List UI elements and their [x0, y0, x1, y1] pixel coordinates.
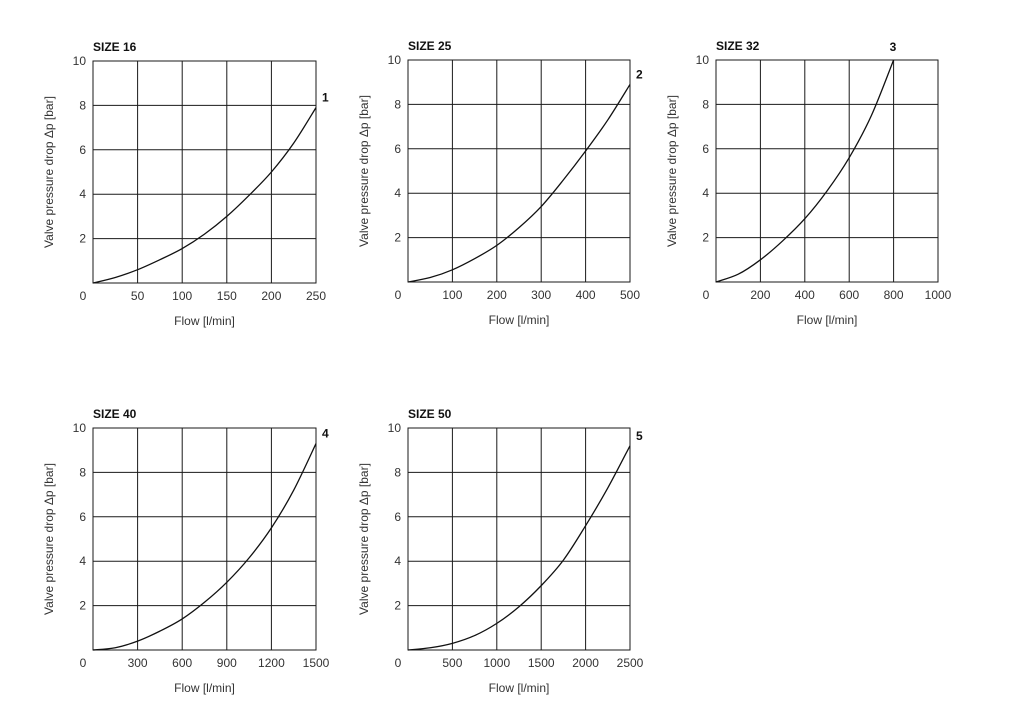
curve-label: 4 [322, 427, 329, 441]
y-tick-label: 2 [394, 231, 401, 245]
curve-label: 1 [322, 91, 329, 105]
chart-2: SIZE 25 0 100 200 300 400 500 2 4 6 8 10 Flow [l/min… [357, 39, 643, 327]
y-axis-label: Valve pressure drop Δp [bar] [665, 95, 679, 247]
x-tick-label: 900 [217, 656, 237, 670]
chart-1: SIZE 16 0 50 100 150 200 250 2 4 6 8 10 Flow [l/min]… [42, 40, 329, 328]
plot-frame [92, 427, 317, 651]
series-line-3 [715, 59, 895, 283]
y-tick-label: 6 [79, 510, 86, 524]
y-tick-label: 8 [394, 97, 401, 111]
y-tick-label: 4 [394, 186, 401, 200]
y-tick-label: 2 [79, 232, 86, 246]
x-tick-label: 100 [442, 288, 462, 302]
x-tick-label: 100 [172, 289, 192, 303]
chart-title: SIZE 32 [716, 39, 760, 53]
x-tick-label: 600 [839, 288, 859, 302]
x-tick-label: 500 [620, 288, 640, 302]
y-tick-label: 6 [79, 143, 86, 157]
y-tick-label: 10 [388, 53, 402, 67]
plot-frame [407, 427, 631, 651]
x-tick-label: 300 [531, 288, 551, 302]
y-tick-label: 2 [702, 231, 709, 245]
series-line-5 [407, 445, 631, 651]
y-axis-label: Valve pressure drop Δp [bar] [357, 95, 371, 247]
x-tick-label: 500 [442, 656, 462, 670]
y-tick-label: 2 [79, 599, 86, 613]
x-tick-label: 1500 [528, 656, 555, 670]
y-tick-label: 8 [79, 98, 86, 112]
y-tick-label: 10 [73, 421, 87, 435]
x-tick-label: 0 [395, 656, 402, 670]
plot-frame [407, 59, 631, 283]
chart-title: SIZE 16 [93, 40, 137, 54]
y-tick-label: 4 [394, 554, 401, 568]
y-tick-label: 8 [702, 97, 709, 111]
x-tick-label: 50 [131, 289, 145, 303]
x-tick-label: 0 [703, 288, 710, 302]
x-tick-label: 800 [884, 288, 904, 302]
x-tick-label: 1200 [258, 656, 285, 670]
x-tick-label: 200 [261, 289, 281, 303]
chart-title: SIZE 25 [408, 39, 452, 53]
x-tick-label: 300 [128, 656, 148, 670]
y-tick-label: 4 [79, 187, 86, 201]
y-tick-label: 2 [394, 599, 401, 613]
x-tick-label: 600 [172, 656, 192, 670]
x-axis-label: Flow [l/min] [174, 681, 235, 695]
series-line-2 [407, 84, 631, 283]
curve-label: 5 [636, 429, 643, 443]
x-tick-label: 1500 [303, 656, 330, 670]
x-tick-label: 200 [750, 288, 770, 302]
chart-5: SIZE 50 0 500 1000 1500 2000 2500 2 4 6 8 10 Flow [l… [357, 407, 644, 695]
x-tick-label: 2500 [617, 656, 644, 670]
chart-3: SIZE 32 0 200 400 600 800 1000 2 4 6 8 10 Flow [l/mi… [665, 39, 952, 327]
plot-frame [92, 60, 317, 284]
x-axis-label: Flow [l/min] [797, 313, 858, 327]
y-axis-label: Valve pressure drop Δp [bar] [357, 463, 371, 615]
x-tick-label: 0 [395, 288, 402, 302]
y-tick-label: 8 [394, 465, 401, 479]
x-tick-label: 1000 [925, 288, 952, 302]
y-tick-label: 6 [394, 510, 401, 524]
y-tick-label: 10 [73, 54, 87, 68]
series-line-1 [92, 107, 317, 284]
y-tick-label: 6 [394, 142, 401, 156]
y-axis-label: Valve pressure drop Δp [bar] [42, 463, 56, 615]
y-tick-label: 4 [702, 186, 709, 200]
x-axis-label: Flow [l/min] [174, 314, 235, 328]
curve-label: 3 [890, 40, 897, 54]
x-tick-label: 200 [487, 288, 507, 302]
plot-frame [715, 59, 939, 283]
chart-title: SIZE 50 [408, 407, 452, 421]
x-tick-label: 0 [80, 289, 87, 303]
y-tick-label: 6 [702, 142, 709, 156]
x-tick-label: 400 [576, 288, 596, 302]
x-tick-label: 150 [217, 289, 237, 303]
y-tick-label: 10 [388, 421, 402, 435]
y-axis-label: Valve pressure drop Δp [bar] [42, 96, 56, 248]
x-tick-label: 2000 [572, 656, 599, 670]
chart-title: SIZE 40 [93, 407, 137, 421]
x-tick-label: 400 [795, 288, 815, 302]
y-tick-label: 10 [696, 53, 710, 67]
x-tick-label: 0 [80, 656, 87, 670]
y-tick-label: 8 [79, 465, 86, 479]
x-tick-label: 250 [306, 289, 326, 303]
y-tick-label: 4 [79, 554, 86, 568]
chart-4: SIZE 40 0 300 600 900 1200 1500 2 4 6 8 10 Flow [l/m… [42, 407, 330, 695]
x-tick-label: 1000 [483, 656, 510, 670]
series-line-4 [92, 443, 317, 651]
curve-label: 2 [636, 67, 643, 81]
x-axis-label: Flow [l/min] [489, 681, 550, 695]
x-axis-label: Flow [l/min] [489, 313, 550, 327]
